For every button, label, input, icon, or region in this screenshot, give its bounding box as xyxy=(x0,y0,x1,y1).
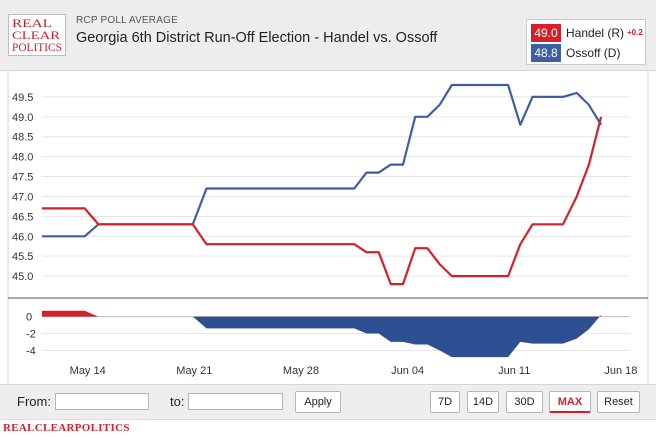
y-tick-label: 45.0 xyxy=(12,271,33,283)
x-tick-label: Jun 04 xyxy=(391,365,424,377)
y-tick-label: 45.5 xyxy=(12,251,33,263)
spread-tick-label: -2 xyxy=(26,329,36,341)
y-tick-label: 48.5 xyxy=(12,132,33,144)
chart-title: Georgia 6th District Run-Off Election - … xyxy=(76,30,438,46)
legend-name-ossoff: Ossoff (D) xyxy=(566,46,621,60)
legend-value-handel: 49.0 xyxy=(531,24,561,42)
x-tick-label: May 21 xyxy=(176,365,212,377)
ossoff-line xyxy=(42,83,603,238)
x-tick-label: May 28 xyxy=(283,365,319,377)
spread-tick-label: 0 xyxy=(26,312,32,324)
spread-tick-label: -4 xyxy=(26,345,36,357)
chart-kicker: RCP POLL AVERAGE xyxy=(76,15,178,26)
legend: 49.0 Handel (R) +0.2 48.8 Ossoff (D) xyxy=(526,19,646,65)
spread-area-negative xyxy=(192,316,600,358)
range-14d-button[interactable]: 14D xyxy=(467,391,499,413)
y-tick-label: 46.0 xyxy=(12,231,33,243)
to-label: to: xyxy=(170,394,185,409)
from-label: From: xyxy=(17,394,51,409)
legend-value-ossoff: 48.8 xyxy=(531,44,561,62)
logo-text: CLEAR xyxy=(12,30,60,42)
chart-header: REAL CLEAR POLITICS RCP POLL AVERAGE Geo… xyxy=(0,0,656,71)
logo-text: POLITICS xyxy=(12,42,62,54)
from-date-input[interactable] xyxy=(55,393,149,410)
reset-button[interactable]: Reset xyxy=(597,391,640,413)
y-tick-label: 49.5 xyxy=(12,92,33,104)
footer: REALCLEARPOLITICS xyxy=(0,419,656,437)
legend-change-handel: +0.2 xyxy=(627,28,643,37)
legend-item-handel[interactable]: 49.0 Handel (R) +0.2 xyxy=(531,24,643,42)
y-tick-label: 49.0 xyxy=(12,112,33,124)
realclearpolitics-logo[interactable]: REAL CLEAR POLITICS xyxy=(8,14,66,56)
y-tick-label: 48.0 xyxy=(12,152,33,164)
y-tick-label: 47.0 xyxy=(12,191,33,203)
range-max-button[interactable]: MAX xyxy=(549,391,591,413)
apply-button[interactable]: Apply xyxy=(295,391,341,413)
legend-name-handel: Handel (R) xyxy=(566,26,625,40)
logo-text: REAL xyxy=(12,18,52,30)
handel-line xyxy=(42,116,603,286)
chart-area[interactable]: 45.0 45.5 46.0 46.5 47.0 47.5 48.0 48.5 49.0 49.5… xyxy=(0,71,656,384)
range-7d-button[interactable]: 7D xyxy=(430,391,460,413)
legend-item-ossoff[interactable]: 48.8 Ossoff (D) xyxy=(531,44,643,62)
to-date-input[interactable] xyxy=(188,393,283,410)
y-tick-label: 46.5 xyxy=(12,211,33,223)
x-tick-label: Jun 11 xyxy=(498,365,530,377)
range-controls: From: to: Apply 7D 14D 30D MAX Reset xyxy=(0,384,656,419)
x-tick-label: May 14 xyxy=(70,365,106,377)
y-tick-label: 47.5 xyxy=(12,172,33,184)
chart-svg[interactable]: 45.0 45.5 46.0 46.5 47.0 47.5 48.0 48.5 49.0 49.5… xyxy=(0,71,656,384)
x-tick-label: Jun 18 xyxy=(604,365,637,377)
range-30d-button[interactable]: 30D xyxy=(506,391,543,413)
footer-brand: REALCLEARPOLITICS xyxy=(3,422,130,434)
